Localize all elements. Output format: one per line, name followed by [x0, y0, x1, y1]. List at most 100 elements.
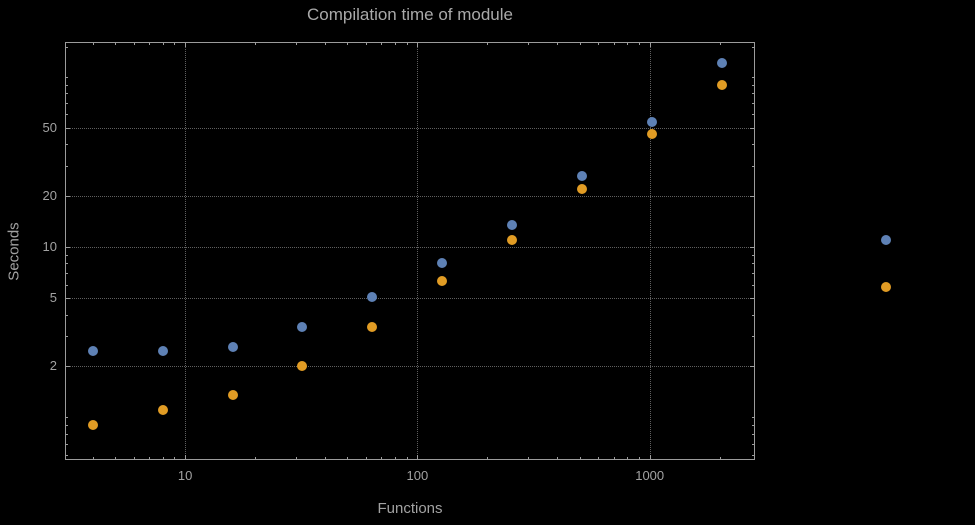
- x-minor-tick: [365, 457, 367, 460]
- y-minor-tick: [752, 114, 755, 116]
- x-minor-tick: [598, 457, 600, 460]
- x-minor-tick: [149, 457, 151, 460]
- y-minor-tick: [752, 417, 755, 419]
- data-point-series-2: [647, 129, 658, 140]
- y-minor-tick: [65, 46, 68, 48]
- x-gridline: [649, 42, 651, 460]
- x-minor-tick: [719, 42, 721, 45]
- x-minor-tick: [255, 457, 257, 460]
- x-minor-tick: [613, 457, 615, 460]
- y-minor-tick: [65, 273, 68, 275]
- x-minor-tick: [406, 457, 408, 460]
- y-major-tick: [750, 127, 755, 129]
- y-minor-tick: [752, 284, 755, 286]
- y-major-tick: [65, 195, 70, 197]
- y-major-tick: [65, 246, 70, 248]
- data-point-series-1: [577, 171, 588, 182]
- y-minor-tick: [752, 254, 755, 256]
- x-minor-tick: [295, 457, 297, 460]
- legend-marker-series-1: [881, 235, 891, 245]
- y-major-tick: [750, 246, 755, 248]
- y-gridline: [65, 127, 755, 129]
- y-minor-tick: [65, 335, 68, 337]
- data-point-series-2: [87, 419, 98, 430]
- x-minor-tick: [598, 42, 600, 45]
- x-minor-tick: [115, 42, 117, 45]
- x-minor-tick: [149, 42, 151, 45]
- x-minor-tick: [365, 42, 367, 45]
- x-minor-tick: [92, 457, 94, 460]
- y-minor-tick: [752, 103, 755, 105]
- y-tick-label: 2: [49, 357, 57, 373]
- x-minor-tick: [255, 42, 257, 45]
- data-point-series-1: [647, 117, 658, 128]
- data-point-series-2: [577, 183, 588, 194]
- data-point-series-2: [297, 360, 308, 371]
- y-minor-tick: [752, 46, 755, 48]
- y-minor-tick: [752, 314, 755, 316]
- y-minor-tick: [752, 335, 755, 337]
- y-gridline: [65, 298, 755, 300]
- data-point-series-1: [297, 321, 308, 332]
- legend-marker-series-2: [881, 282, 891, 292]
- y-minor-tick: [65, 93, 68, 95]
- x-minor-tick: [719, 457, 721, 460]
- x-minor-tick: [639, 457, 641, 460]
- y-gridline: [65, 246, 755, 248]
- x-minor-tick: [406, 42, 408, 45]
- y-minor-tick: [65, 314, 68, 316]
- x-minor-tick: [381, 457, 383, 460]
- x-minor-tick: [162, 42, 164, 45]
- x-minor-tick: [347, 457, 349, 460]
- y-minor-tick: [65, 284, 68, 286]
- y-minor-tick: [65, 417, 68, 419]
- y-minor-tick: [65, 424, 68, 426]
- data-point-series-1: [717, 58, 728, 69]
- x-tick-label: 1000: [635, 468, 665, 483]
- x-minor-tick: [487, 42, 489, 45]
- data-point-series-1: [437, 258, 448, 269]
- x-minor-tick: [381, 42, 383, 45]
- x-minor-tick: [579, 457, 581, 460]
- y-major-tick: [750, 195, 755, 197]
- y-minor-tick: [752, 433, 755, 435]
- x-major-tick: [649, 455, 651, 460]
- x-minor-tick: [639, 42, 641, 45]
- data-point-series-1: [227, 341, 238, 352]
- x-minor-tick: [613, 42, 615, 45]
- y-minor-tick: [752, 424, 755, 426]
- x-minor-tick: [324, 457, 326, 460]
- y-minor-tick: [65, 454, 68, 456]
- y-minor-tick: [752, 76, 755, 78]
- x-axis-label: Functions: [377, 500, 443, 517]
- data-point-series-2: [437, 276, 448, 287]
- y-tick-label: 10: [42, 238, 57, 254]
- y-minor-tick: [752, 165, 755, 167]
- y-major-tick: [65, 127, 70, 129]
- y-gridline: [65, 365, 755, 367]
- x-minor-tick: [92, 42, 94, 45]
- x-minor-tick: [557, 457, 559, 460]
- y-tick-label: 5: [49, 290, 57, 306]
- y-tick-label: 50: [42, 119, 57, 135]
- x-minor-tick: [528, 42, 530, 45]
- y-minor-tick: [752, 273, 755, 275]
- x-minor-tick: [174, 457, 176, 460]
- data-point-series-1: [157, 345, 168, 356]
- x-gridline: [417, 42, 419, 460]
- x-major-tick: [649, 42, 651, 47]
- y-minor-tick: [65, 76, 68, 78]
- y-minor-tick: [752, 144, 755, 146]
- x-minor-tick: [528, 457, 530, 460]
- y-major-tick: [65, 365, 70, 367]
- data-point-series-2: [507, 234, 518, 245]
- x-minor-tick: [174, 42, 176, 45]
- x-minor-tick: [324, 42, 326, 45]
- y-minor-tick: [752, 93, 755, 95]
- x-tick-label: 100: [406, 468, 429, 483]
- x-minor-tick: [133, 457, 135, 460]
- data-point-series-1: [507, 219, 518, 230]
- y-minor-tick: [65, 144, 68, 146]
- y-minor-tick: [65, 254, 68, 256]
